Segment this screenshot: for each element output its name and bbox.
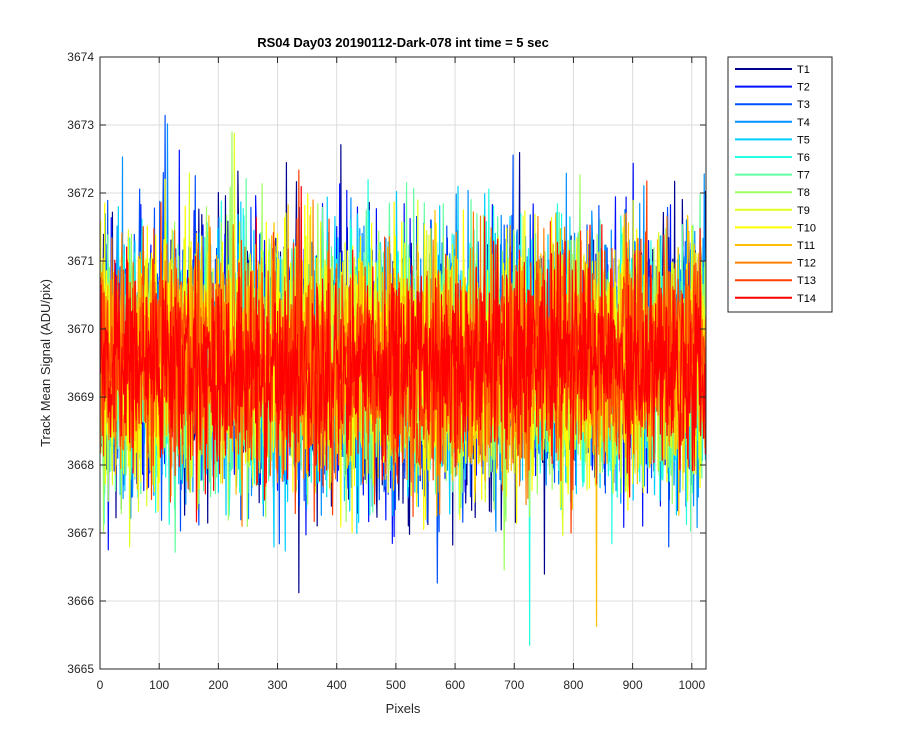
y-tick-label: 3671 [67, 254, 94, 268]
legend-label-t9: T9 [797, 205, 810, 217]
x-tick-label: 800 [563, 678, 583, 692]
legend-label-t6: T6 [797, 152, 810, 164]
series-line-t14 [100, 185, 706, 523]
legend-label-t1: T1 [797, 64, 810, 76]
legend: T1 T2 T3 T4 T5 T6 T7 T8 T9 T10 T11 T12 T13 T14 [727, 56, 833, 313]
legend-box [727, 56, 833, 313]
y-tick-label: 3670 [67, 322, 94, 336]
x-tick-label: 1000 [678, 678, 705, 692]
x-tick-label: 700 [504, 678, 524, 692]
y-tick-label: 3668 [67, 458, 94, 472]
y-tick-label: 3665 [67, 662, 94, 676]
y-tick-label: 3673 [67, 118, 94, 132]
y-tick-label: 3669 [67, 390, 94, 404]
axis-ticks: 0 100 200 300 400 500 600 700 800 900 1000 3665 3666… [67, 50, 706, 692]
y-tick-label: 3674 [67, 50, 94, 64]
legend-label-t7: T7 [797, 170, 810, 182]
legend-label-t3: T3 [797, 99, 810, 111]
x-tick-label: 500 [386, 678, 406, 692]
x-tick-label: 400 [327, 678, 347, 692]
legend-label-t5: T5 [797, 134, 810, 146]
y-axis-label: Track Mean Signal (ADU/pix) [38, 279, 53, 447]
y-tick-label: 3672 [67, 186, 94, 200]
x-tick-label: 900 [623, 678, 643, 692]
x-tick-label: 600 [445, 678, 465, 692]
legend-label-t2: T2 [797, 82, 810, 94]
chart-title: RS04 Day03 20190112-Dark-078 int time = … [257, 35, 549, 50]
legend-label-t12: T12 [797, 258, 816, 270]
x-tick-label: 200 [208, 678, 228, 692]
legend-label-t14: T14 [797, 293, 816, 305]
series-lines [100, 114, 706, 646]
x-tick-label: 300 [268, 678, 288, 692]
y-tick-label: 3667 [67, 526, 94, 540]
legend-label-t13: T13 [797, 275, 816, 287]
legend-label-t8: T8 [797, 187, 810, 199]
x-tick-label: 0 [97, 678, 104, 692]
x-axis-label: Pixels [386, 701, 421, 716]
plot-data-region [100, 114, 706, 646]
x-tick-label: 100 [149, 678, 169, 692]
legend-label-t4: T4 [797, 117, 810, 129]
legend-label-t11: T11 [797, 240, 815, 252]
series-line-t13 [100, 169, 706, 534]
y-tick-label: 3666 [67, 594, 94, 608]
axes-box [99, 56, 707, 670]
legend-label-t10: T10 [797, 222, 816, 234]
